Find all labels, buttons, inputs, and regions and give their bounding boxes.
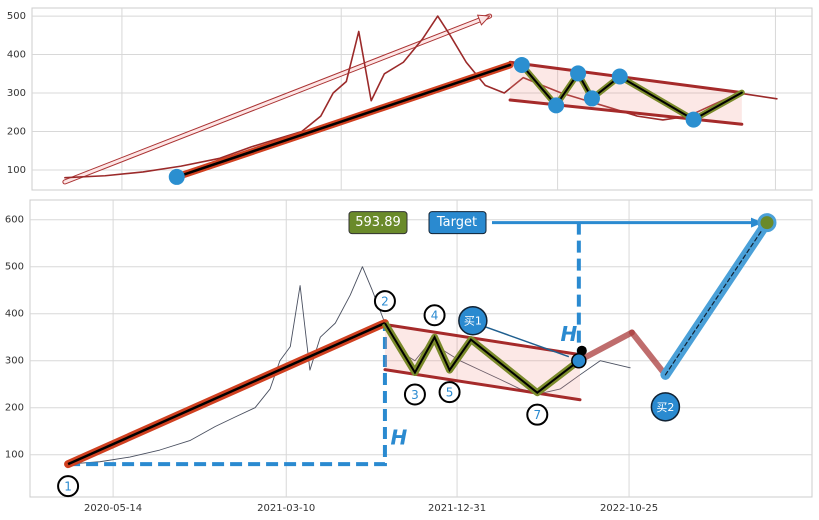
target-dot xyxy=(757,213,777,233)
target-value: 593.89 xyxy=(355,215,401,230)
price-line xyxy=(67,266,631,465)
pivot-dot xyxy=(583,90,600,107)
target-value-box xyxy=(348,211,408,235)
y-tick-label: 100 xyxy=(7,165,26,176)
trend-line xyxy=(175,63,512,179)
y-tick-label: 400 xyxy=(5,309,24,320)
point-label-circle xyxy=(438,381,461,404)
buy-marker xyxy=(458,305,488,336)
point-label: 1 xyxy=(64,480,72,494)
channel-fill xyxy=(510,62,742,125)
projection-down xyxy=(628,329,669,378)
point-label-circle xyxy=(373,290,396,313)
y-tick-label: 600 xyxy=(5,215,24,226)
buy-label: 买2 xyxy=(656,401,674,414)
buy-marker xyxy=(650,392,681,422)
pivot-dot xyxy=(570,65,587,82)
h-guide xyxy=(68,323,387,467)
projection-target-line xyxy=(664,222,768,376)
point-label: 3 xyxy=(411,388,419,402)
h-label: H xyxy=(391,426,408,450)
breakout-dot xyxy=(571,352,587,369)
point-label-circle xyxy=(403,383,426,406)
point-label: 4 xyxy=(431,309,439,323)
y-tick-label: 400 xyxy=(7,50,26,61)
point-label: 2 xyxy=(381,295,389,309)
point-label-circle xyxy=(526,403,549,426)
x-tick-label: 2021-03-10 xyxy=(257,503,315,514)
y-tick-label: 500 xyxy=(5,262,24,273)
x-tick-label: 2021-12-31 xyxy=(428,503,486,514)
pivot-dot xyxy=(685,111,702,128)
pivot-dot xyxy=(611,68,628,85)
y-tick-label: 500 xyxy=(7,11,26,22)
y-tick-label: 200 xyxy=(7,127,26,138)
trend-line xyxy=(67,321,386,466)
y-tick-label: 300 xyxy=(5,356,24,367)
zigzag-line xyxy=(384,322,580,394)
buy-pointer xyxy=(484,326,570,358)
pivot-dot xyxy=(168,168,185,185)
target-box xyxy=(428,211,487,235)
target-arrow-head xyxy=(750,217,763,228)
point-label: 5 xyxy=(446,386,454,400)
x-tick-label: 2020-05-14 xyxy=(84,503,142,514)
point-label: 7 xyxy=(533,408,541,422)
pivot-dot xyxy=(548,97,565,114)
point-label-circle xyxy=(423,304,446,327)
y-tick-label: 200 xyxy=(5,403,24,414)
y-tick-label: 300 xyxy=(7,88,26,99)
buy-label: 买1 xyxy=(464,315,482,328)
h-label: H xyxy=(560,322,577,346)
y-tick-label: 100 xyxy=(5,450,24,461)
price-line xyxy=(64,15,778,179)
target-label: Target xyxy=(436,215,477,230)
point-label-circle xyxy=(57,475,80,498)
projection-up xyxy=(575,329,635,364)
arrow-head xyxy=(476,14,491,26)
x-tick-label: 2022-10-25 xyxy=(600,503,658,514)
pivot-dot xyxy=(513,56,530,73)
